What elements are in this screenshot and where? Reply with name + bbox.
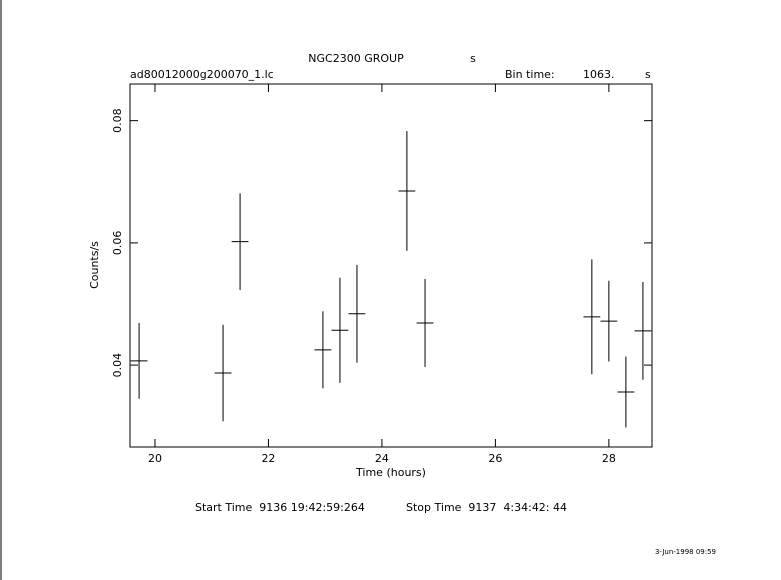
- bin-time-label: Bin time:: [505, 68, 555, 81]
- file-name: ad80012000g200070_1.lc: [130, 68, 274, 81]
- timestamp: 3-Jun-1998 09:59: [655, 548, 716, 556]
- y-axis-label: Counts/s: [88, 241, 101, 289]
- stop-time: Stop Time 9137 4:34:42: 44: [406, 501, 567, 514]
- x-tick-label: 28: [602, 452, 616, 465]
- title-unit: s: [470, 52, 476, 65]
- plot-frame: [129, 83, 653, 448]
- y-tick-label: 0.06: [111, 231, 124, 256]
- x-tick-label: 24: [375, 452, 389, 465]
- x-tick-label: 20: [148, 452, 162, 465]
- start-time: Start Time 9136 19:42:59:264: [195, 501, 365, 514]
- bin-time-unit: s: [645, 68, 651, 81]
- x-tick-label: 26: [488, 452, 502, 465]
- x-tick-label: 22: [261, 452, 275, 465]
- chart-title: NGC2300 GROUP: [308, 52, 404, 65]
- x-axis-label: Time (hours): [355, 466, 426, 479]
- bin-time: 1063.: [583, 68, 615, 81]
- y-tick-label: 0.08: [111, 108, 124, 132]
- y-tick-label: 0.04: [111, 353, 124, 378]
